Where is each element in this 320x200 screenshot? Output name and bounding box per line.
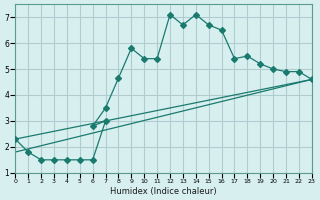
X-axis label: Humidex (Indice chaleur): Humidex (Indice chaleur) — [110, 187, 217, 196]
